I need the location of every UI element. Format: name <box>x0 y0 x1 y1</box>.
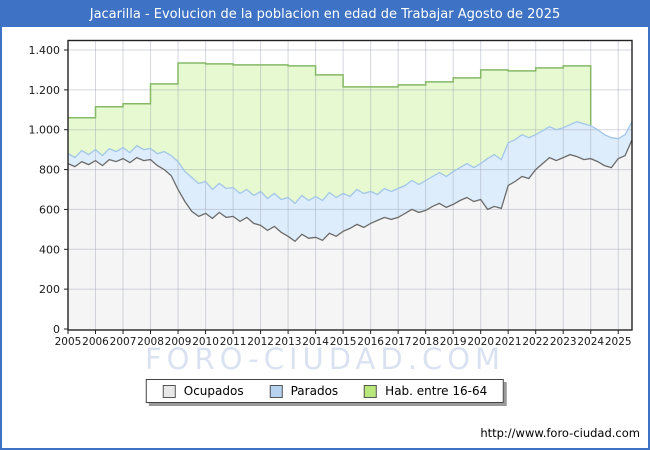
series-ocupados-area <box>68 139 632 329</box>
legend-item-hab-16-64: Hab. entre 16-64 <box>364 384 487 398</box>
y-tick-label: 1.400 <box>29 44 61 57</box>
y-tick-label: 400 <box>39 243 60 256</box>
x-tick-label: 2015 <box>330 336 357 348</box>
legend-item-parados: Parados <box>269 384 339 398</box>
x-tick-label: 2023 <box>550 336 577 348</box>
watermark: FORO-CIUDAD.COM <box>144 342 506 376</box>
window-title: Jacarilla - Evolucion de la poblacion en… <box>89 7 561 22</box>
y-tick-label: 200 <box>39 283 60 296</box>
y-tick-label: 600 <box>39 203 60 216</box>
series-parados-line <box>67 121 633 205</box>
x-tick-label: 2016 <box>357 336 384 348</box>
x-tick-label: 2014 <box>302 336 329 348</box>
legend-swatch-parados <box>269 384 283 398</box>
series-hab-16-64-line <box>68 62 592 126</box>
legend-label-parados: Parados <box>290 384 339 398</box>
x-tick-label: 2021 <box>495 336 522 348</box>
y-axis-labels: 0 200 400 600 800 1.000 1.200 1.400 <box>29 44 68 336</box>
legend-swatch-hab-16-64 <box>364 384 378 398</box>
x-tick-label: 2006 <box>82 336 109 348</box>
legend-item-ocupados: Ocupados <box>162 384 244 398</box>
x-axis-labels: 2005 2006 2007 2008 2009 2010 2011 2012 2013 2014… <box>55 330 632 348</box>
y-tick-label: 1.000 <box>29 124 61 137</box>
legend-label-ocupados: Ocupados <box>183 384 244 398</box>
window-title-bar: Jacarilla - Evolucion de la poblacion en… <box>2 2 648 27</box>
x-tick-label: 2020 <box>467 336 494 348</box>
chart-legend: Ocupados Parados Hab. entre 16-64 <box>145 379 505 403</box>
y-tick-label: 1.200 <box>29 84 61 97</box>
x-tick-label: 2025 <box>605 336 632 348</box>
x-tick-label: 2007 <box>110 336 137 348</box>
x-tick-label: 2018 <box>412 336 439 348</box>
footer-url: http://www.foro-ciudad.com <box>480 426 640 440</box>
x-tick-label: 2024 <box>577 336 604 348</box>
x-tick-label: 2008 <box>137 336 164 348</box>
x-tick-label: 2013 <box>275 336 302 348</box>
legend-label-hab-16-64: Hab. entre 16-64 <box>385 384 488 398</box>
x-tick-label: 2022 <box>522 336 549 348</box>
plot-border <box>67 39 633 331</box>
gridlines <box>67 40 632 330</box>
x-tick-label: 2019 <box>440 336 467 348</box>
x-tick-label: 2005 <box>55 336 82 348</box>
x-tick-label: 2017 <box>385 336 412 348</box>
series-ocupados-line <box>67 139 633 243</box>
y-tick-label: 0 <box>53 323 60 336</box>
y-tick-label: 800 <box>39 164 60 177</box>
legend-swatch-ocupados <box>162 384 176 398</box>
x-tick-label: 2011 <box>220 336 247 348</box>
x-tick-label: 2009 <box>165 336 192 348</box>
x-tick-label: 2012 <box>247 336 274 348</box>
x-tick-label: 2010 <box>192 336 219 348</box>
